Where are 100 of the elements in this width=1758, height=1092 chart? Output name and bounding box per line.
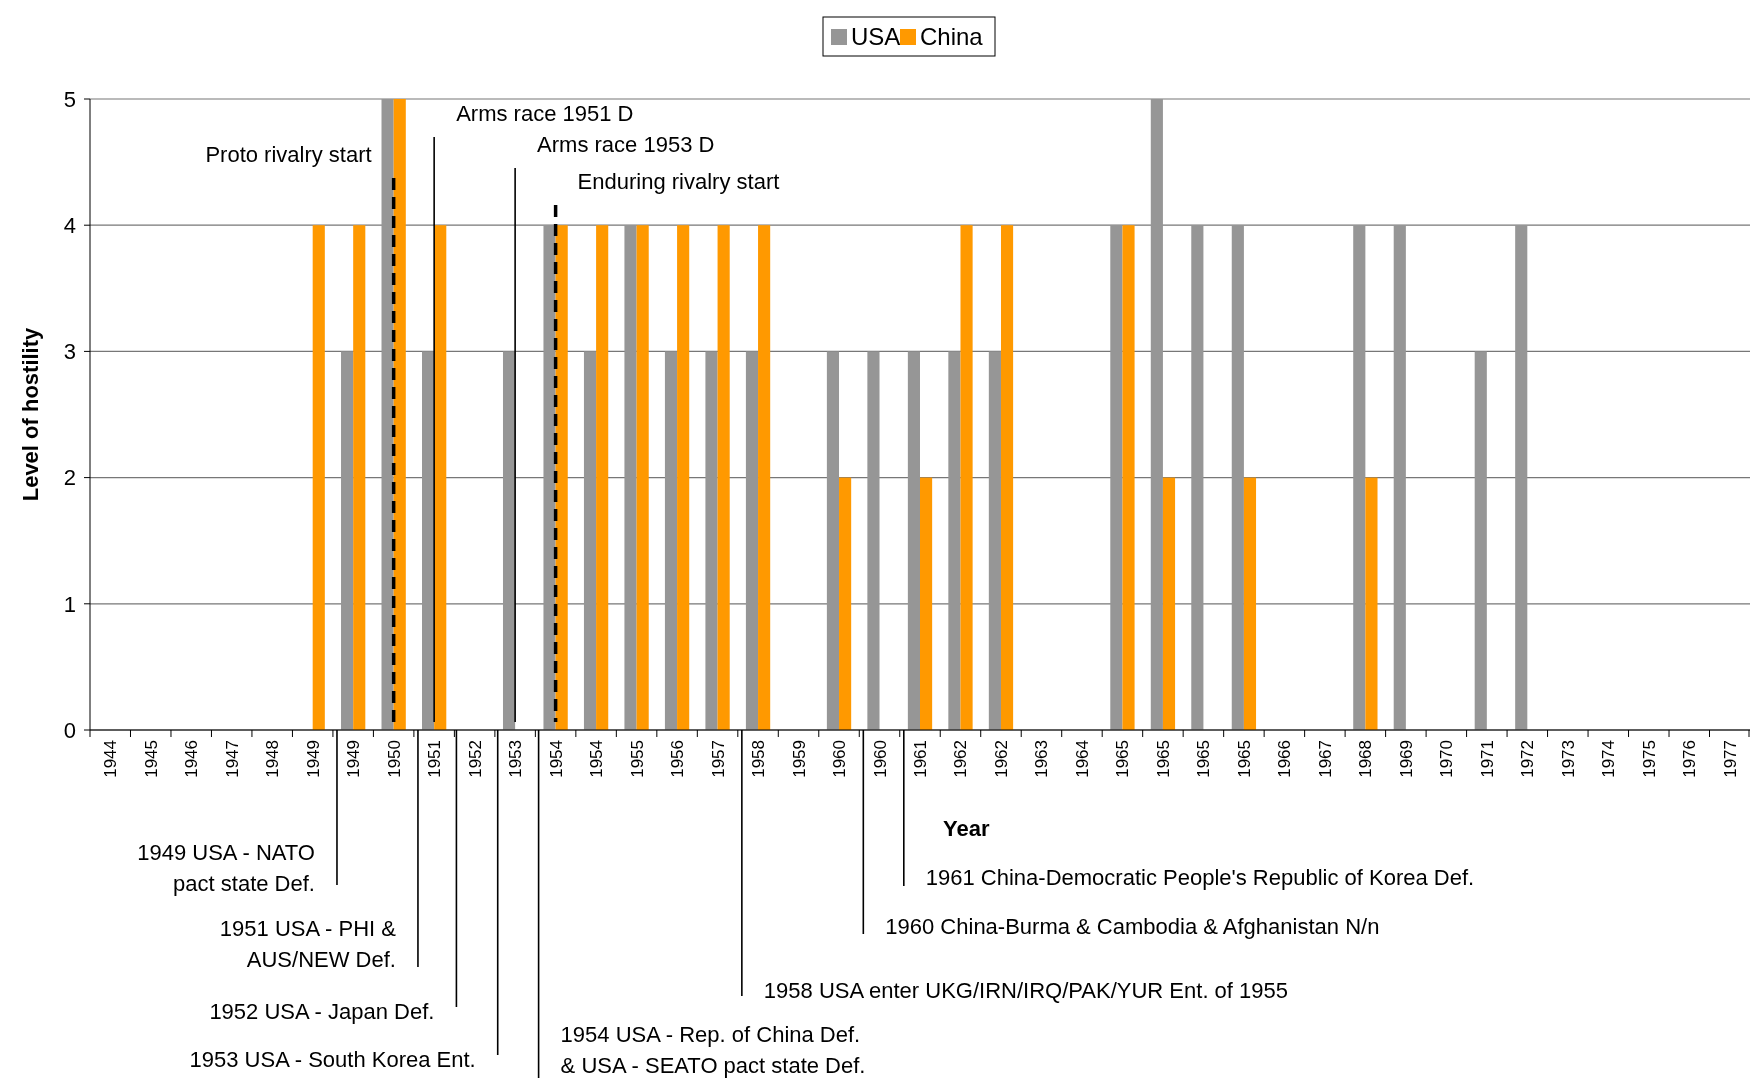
bar [988,351,1001,730]
text: 1949 USA - NATO pact state Def. [137,840,315,896]
y-tick-label: 5 [63,86,76,112]
bar [1162,477,1176,730]
x-tick-label: 1956 [668,740,688,778]
x-tick-label: 1954 [587,740,607,778]
legend-label: China [920,23,984,50]
x-tick-label: 1947 [222,740,242,778]
bar [1243,477,1257,730]
bar [624,225,637,730]
bar [705,351,718,730]
bar [543,225,556,730]
bar [1365,477,1378,730]
x-tick-label: 1958 [749,740,769,778]
x-tick-label: 1966 [1275,740,1295,778]
x-tick-label: 1971 [1477,740,1497,778]
text: 1954 USA - Rep. of China Def. & USA - SEATO pact state Def. [560,1022,866,1078]
x-tick-label: 1960 [830,740,850,778]
bar [636,225,649,730]
y-tick-label: 1 [63,591,76,617]
x-tick-label: 1965 [1234,740,1254,778]
bar [920,477,933,730]
bar [826,351,840,730]
bar [1110,225,1123,730]
bar [393,99,406,730]
text: 1953 USA - South Korea Ent. [189,1047,476,1072]
x-tick-label: 1965 [1113,740,1133,778]
bar [907,351,920,730]
ref-line-label: Arms race 1951 D [456,101,634,126]
text: 1951 USA - PHI & AUS/NEW Def. [219,916,397,972]
x-tick-label: 1955 [627,740,647,778]
x-tick-label: 1961 [911,740,930,778]
bar [353,225,366,730]
bar [422,351,435,730]
y-tick-label: 4 [63,212,76,238]
ref-line-label: Arms race 1953 D [537,132,715,157]
x-tick-label: 1972 [1518,740,1538,778]
bar [1150,99,1163,730]
x-tick-label: 1970 [1437,740,1457,778]
bar [758,225,771,730]
x-tick-label: 1964 [1072,740,1092,778]
x-tick-label: 1965 [1194,740,1214,778]
bar [1515,225,1528,730]
bar [1393,225,1406,730]
bar [839,477,852,730]
bar [583,351,597,730]
bar [745,351,759,730]
x-tick-label: 1944 [101,740,121,778]
bar [434,225,447,730]
x-axis-title: Year [943,816,990,841]
x-tick-label: 1975 [1639,740,1659,778]
x-tick-label: 1945 [141,740,161,778]
text: 1958 USA enter UKG/IRN/IRQ/PAK/YUR Ent. of 1955 [763,978,1289,1003]
y-tick-label: 3 [63,339,76,365]
x-tick-label: 1974 [1599,740,1619,778]
bar [664,351,678,730]
x-tick-label: 1973 [1558,740,1578,778]
x-tick-label: 1949 [344,740,364,778]
x-tick-label: 1953 [506,740,526,778]
legend-label: USA [851,23,901,50]
text: 1961 China-Democratic People's Republic of Korea Def. [925,865,1475,890]
bar [341,351,354,730]
bar [596,225,609,730]
x-tick-label: 1950 [384,740,404,778]
x-tick-label: 1948 [263,740,283,778]
y-tick-label: 0 [63,717,76,743]
bar [717,225,730,730]
bar [1122,225,1135,730]
x-tick-label: 1954 [546,740,566,778]
x-tick-label: 1946 [182,740,202,778]
bar [1231,225,1244,730]
x-tick-label: 1967 [1315,740,1335,778]
bar [502,351,516,730]
x-tick-label: 1969 [1396,740,1416,778]
x-tick-label: 1968 [1356,740,1376,778]
x-tick-label: 1951 [425,740,445,778]
text: 1952 USA - Japan Def. [209,999,435,1024]
x-tick-label: 1976 [1680,740,1700,778]
ref-line-label: Proto rivalry start [205,142,372,167]
bar [381,99,394,730]
y-tick-label: 2 [63,465,76,491]
x-tick-label: 1962 [991,740,1011,778]
x-tick-label: 1960 [870,740,890,778]
x-tick-label: 1959 [789,740,809,778]
x-tick-label: 1965 [1153,740,1173,778]
ref-line-label: Enduring rivalry start [577,169,780,194]
x-tick-label: 1977 [1720,740,1740,778]
x-tick-label: 1952 [465,740,485,778]
x-tick-label: 1963 [1032,740,1052,778]
bar [1191,225,1204,730]
y-axis-title: Level of hostility [18,326,43,502]
bar [960,225,973,730]
x-tick-label: 1962 [951,740,971,778]
bar [1000,225,1014,730]
bar [312,225,325,730]
bar [1353,225,1366,730]
bar [555,225,568,730]
x-tick-label: 1949 [303,740,323,778]
bar [677,225,690,730]
bar [867,351,880,730]
